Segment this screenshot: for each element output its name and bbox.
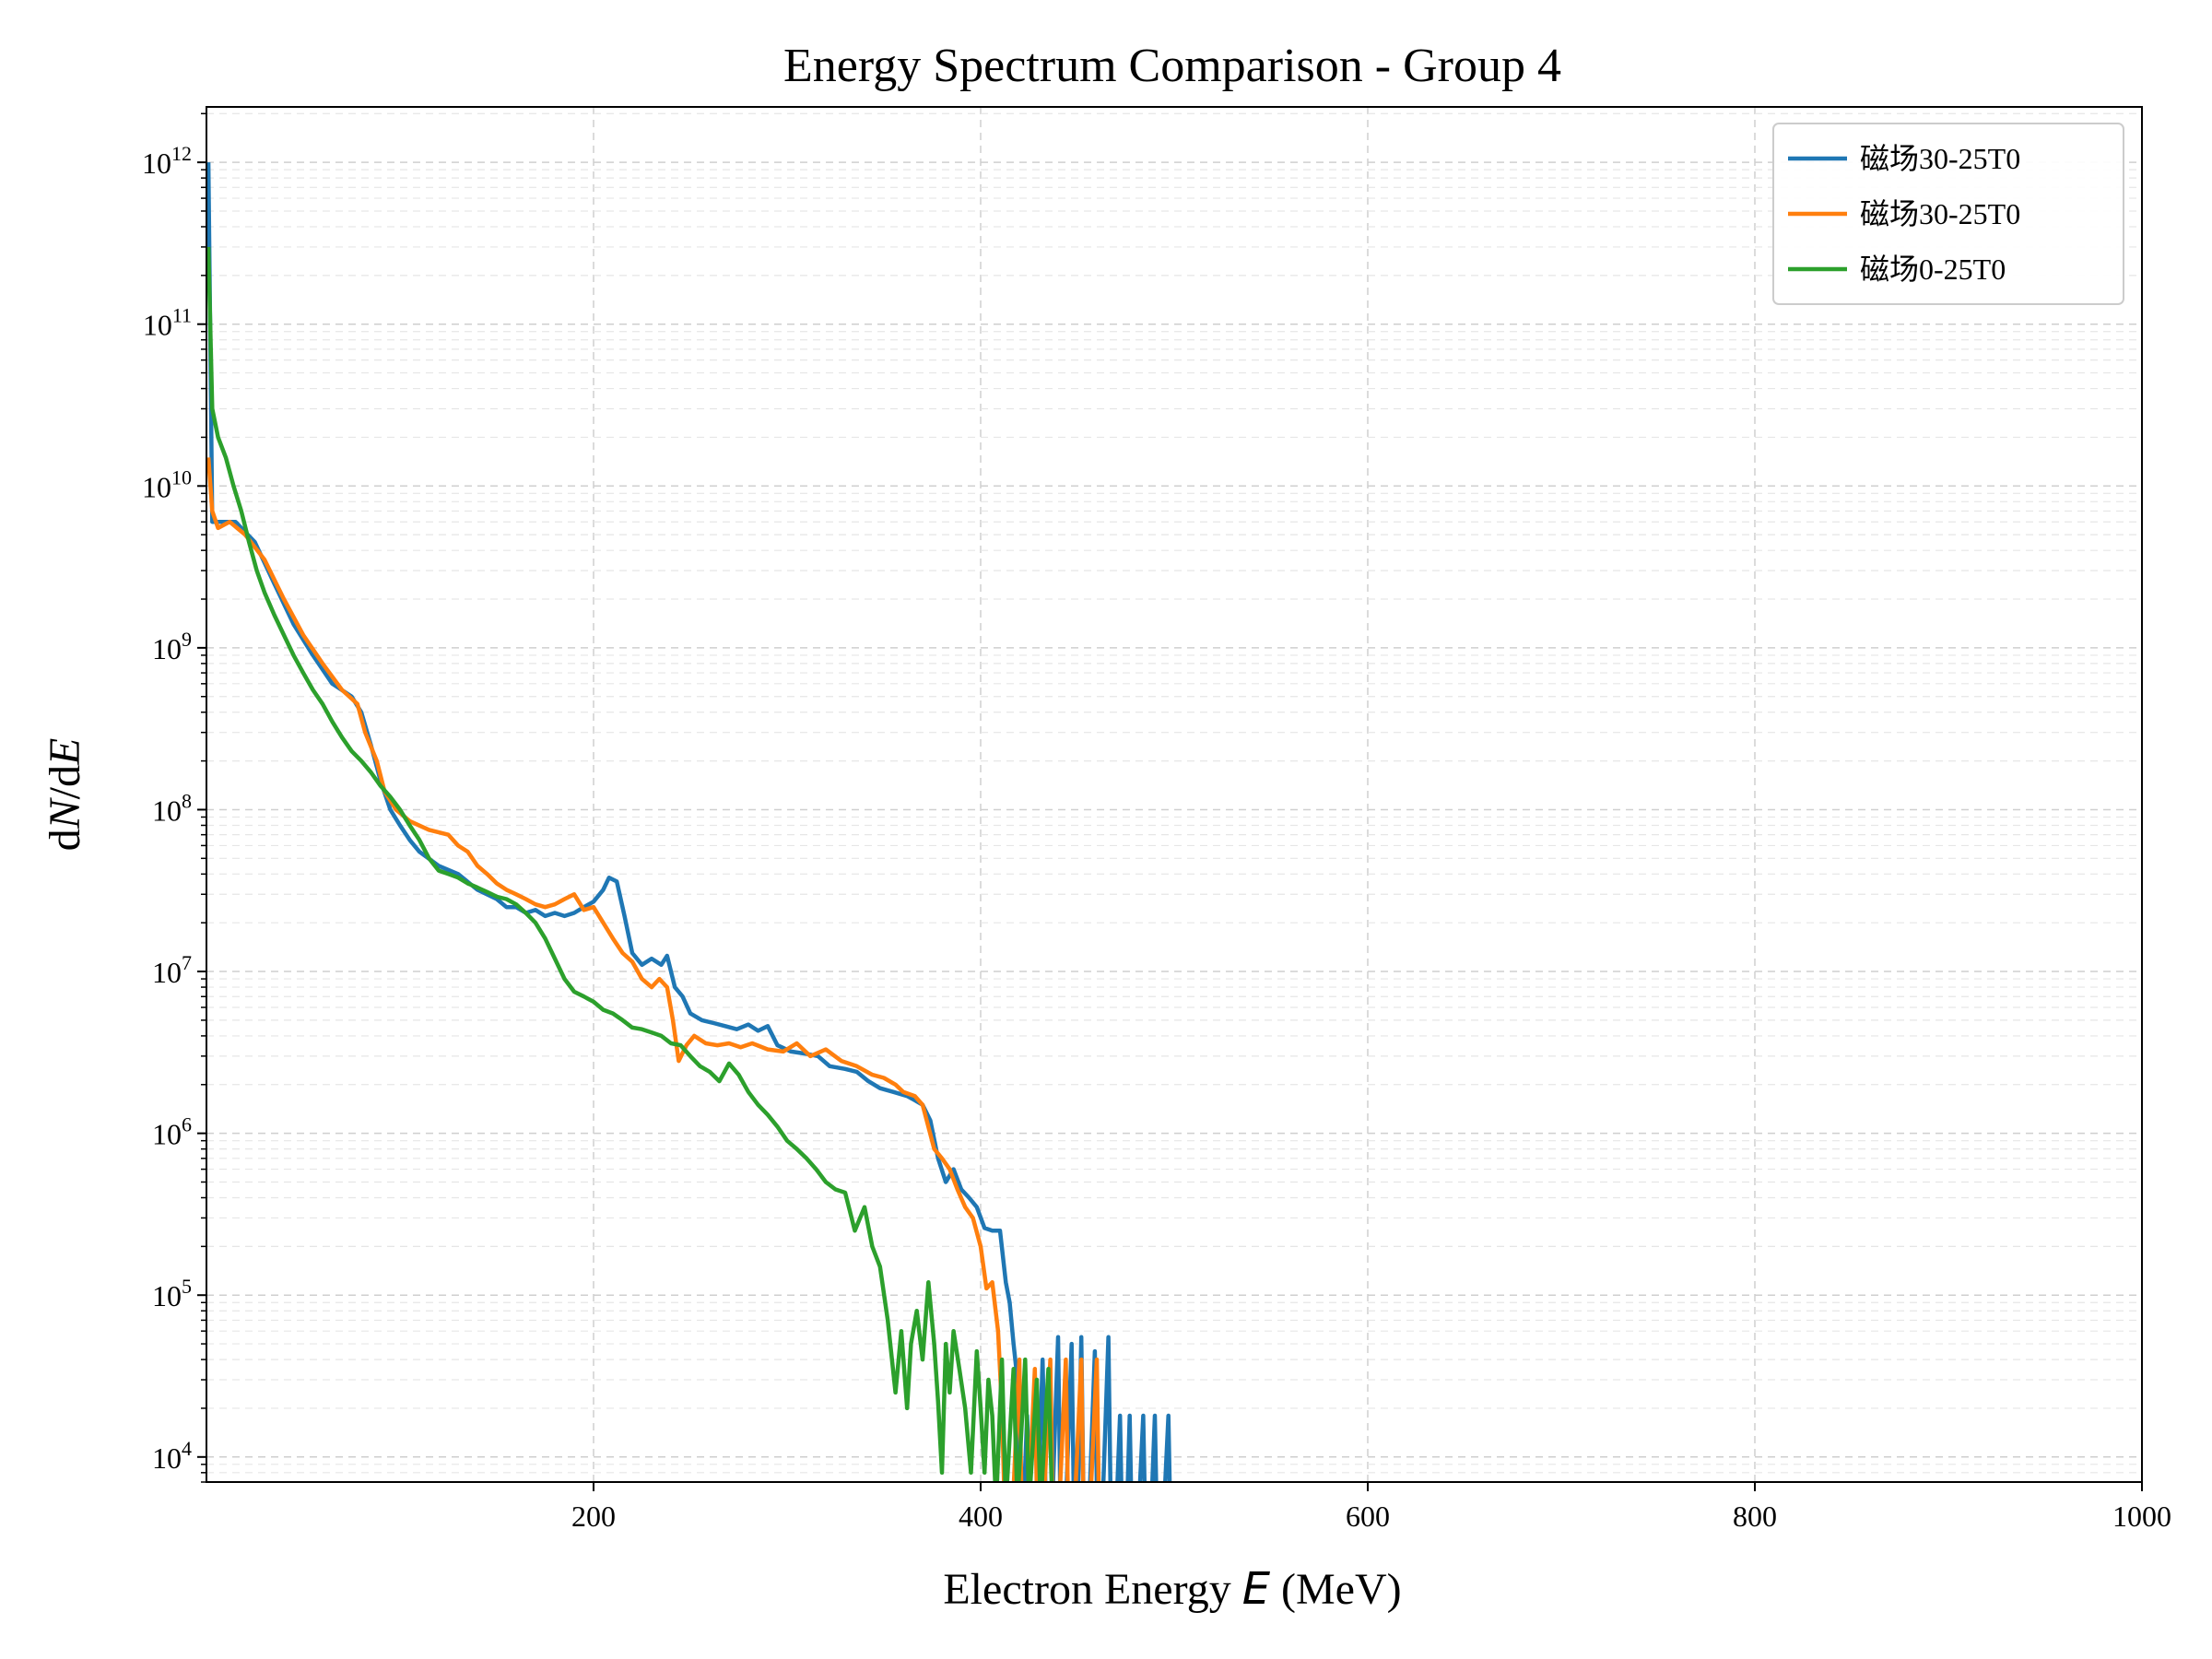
y-tick-label-7: 1011 <box>143 304 192 342</box>
x-tick-label-1: 400 <box>959 1500 1003 1533</box>
legend: 磁场30-25T0 磁场30-25T0 磁场0-25T0 <box>1772 123 2124 305</box>
legend-label-1: 磁场30-25T0 <box>1860 197 2020 230</box>
series-layer <box>206 162 1172 1482</box>
x-tick-label-3: 800 <box>1733 1500 1777 1533</box>
y-tick-label-0: 104 <box>152 1437 192 1475</box>
y-tick-label-3: 107 <box>152 951 192 989</box>
y-tick-label-4: 108 <box>152 789 192 827</box>
series-line-2 <box>206 246 1054 1482</box>
plot-frame <box>206 106 2143 1483</box>
x-tick-label-4: 1000 <box>2112 1500 2171 1533</box>
axis-ticks: 200 400 600 800 1000 104 105 106 107 108 109 1010 10… <box>142 112 2171 1533</box>
x-tick-label-2: 600 <box>1346 1500 1390 1533</box>
legend-box <box>1772 123 2124 305</box>
chart-title: Energy Spectrum Comparison - Group 4 <box>783 40 1561 92</box>
x-tick-label-0: 200 <box>571 1500 616 1533</box>
legend-label-2: 磁场0-25T0 <box>1860 253 2006 286</box>
y-tick-label-8: 1012 <box>142 142 192 180</box>
y-axis-label: dN/dE <box>41 738 89 852</box>
y-tick-label-6: 1010 <box>142 465 192 503</box>
x-axis-label: Electron Energy E (MeV) <box>943 1563 1401 1615</box>
y-tick-label-5: 109 <box>152 628 192 665</box>
legend-label-0: 磁场30-25T0 <box>1860 142 2020 175</box>
y-tick-label-2: 106 <box>152 1113 192 1151</box>
y-tick-label-1: 105 <box>152 1275 192 1312</box>
